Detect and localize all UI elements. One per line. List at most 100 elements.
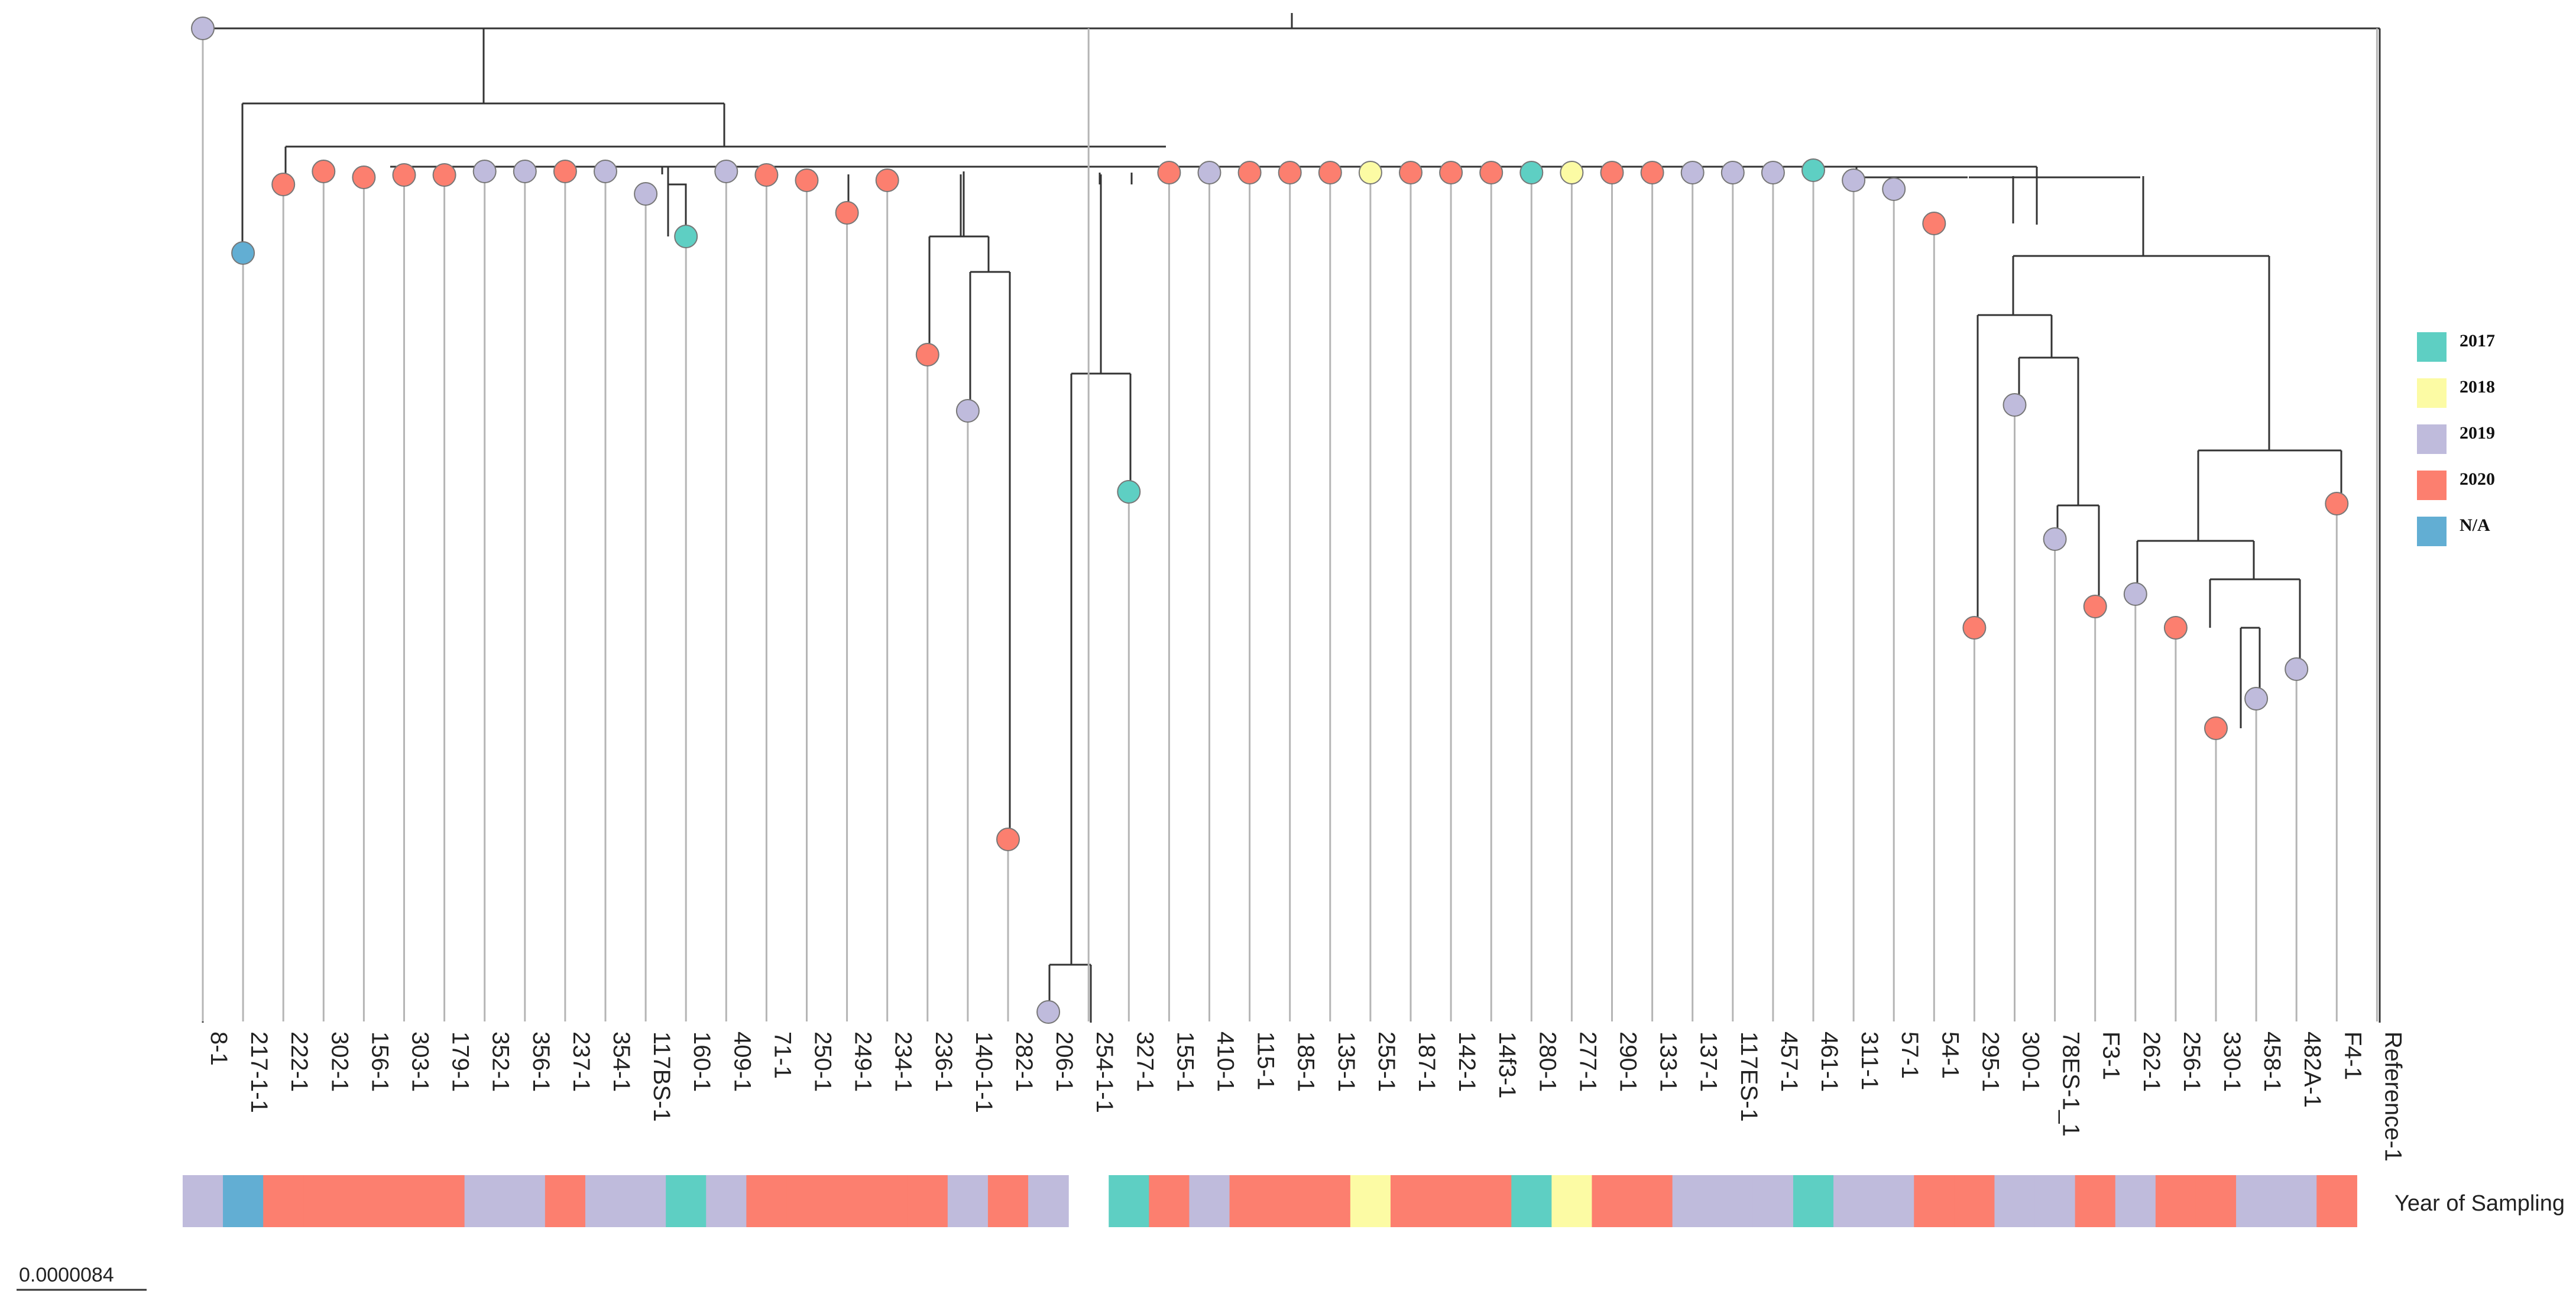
tip-label: 255-1 [1373, 1031, 1399, 1092]
tip-label: 330-1 [2219, 1031, 2245, 1092]
tip-label: 262-1 [2138, 1031, 2165, 1092]
strip-title: Year of Sampling [2394, 1191, 2565, 1216]
tip-label: F4-1 [2340, 1031, 2366, 1080]
tip-label: 185-1 [1293, 1031, 1319, 1092]
tip-label: 311-1 [1856, 1031, 1882, 1090]
scale-label: 0.0000084 [19, 1264, 114, 1286]
strip-cell [867, 1175, 908, 1227]
tip-node [594, 160, 617, 183]
strip-cell [706, 1175, 747, 1227]
tip-label: 71-1 [769, 1031, 795, 1079]
legend-label: 2020 [2460, 469, 2495, 489]
tip-label: 8-1 [206, 1031, 232, 1066]
tip-node [2043, 527, 2067, 551]
strip-cell [384, 1175, 425, 1227]
tip-node [2285, 657, 2309, 681]
tip-node [795, 168, 819, 192]
strip-cell [827, 1175, 868, 1227]
tip-label: 155-1 [1172, 1031, 1198, 1092]
tip-label: 482A-1 [2299, 1031, 2325, 1108]
strip-cell [1511, 1175, 1552, 1227]
tip-label: 290-1 [1615, 1031, 1641, 1092]
strip-cell [1994, 1175, 2036, 1227]
tip-label: 277-1 [1574, 1031, 1600, 1092]
tip-label: 254-1-1 [1091, 1031, 1117, 1113]
tip-node [1439, 161, 1463, 184]
strip-cell [2034, 1175, 2076, 1227]
tip-label: 409-1 [729, 1031, 755, 1092]
legend-swatch [2417, 517, 2447, 546]
tip-node [2244, 687, 2269, 711]
strip-cell [1028, 1175, 1069, 1227]
tip-node [754, 163, 779, 187]
tip-node [955, 399, 980, 423]
tip-node [1399, 161, 1423, 184]
tip-label: 295-1 [1977, 1031, 2003, 1092]
tip-label: 458-1 [2259, 1031, 2285, 1092]
tip-node [472, 160, 497, 183]
tip-label: 234-1 [890, 1031, 916, 1092]
tip-label: 135-1 [1333, 1031, 1359, 1092]
tip-label: 282-1 [1011, 1031, 1037, 1092]
tip-node [312, 160, 336, 183]
strip-cell [1752, 1175, 1794, 1227]
tip-node [1519, 161, 1544, 184]
legend-swatch [2417, 424, 2447, 454]
strip-cell [263, 1175, 304, 1227]
strip-cell [1229, 1175, 1271, 1227]
strip-cell [303, 1175, 344, 1227]
tip-node [1278, 161, 1302, 184]
tip-label: 222-1 [286, 1031, 312, 1092]
tip-node [1157, 161, 1181, 184]
strip-cell [1672, 1175, 1713, 1227]
tip-node [996, 828, 1020, 851]
tip-node [634, 182, 658, 206]
tip-node [2204, 716, 2228, 740]
strip-cell [746, 1175, 788, 1227]
tip-label: 133-1 [1655, 1031, 1681, 1092]
strip-cell [1712, 1175, 1754, 1227]
strip-cell [2155, 1175, 2196, 1227]
strip-cell [1914, 1175, 1955, 1227]
strip-cell [1954, 1175, 1995, 1227]
tip-node [2325, 492, 2349, 515]
tip-node [714, 160, 738, 183]
strip-cell [2276, 1175, 2317, 1227]
strip-cell [545, 1175, 586, 1227]
tip-label: 14f3-1 [1494, 1031, 1520, 1098]
tip-node [1560, 161, 1584, 184]
legend-swatch [2417, 378, 2447, 408]
strip-cell [1431, 1175, 1472, 1227]
tip-label: 300-1 [2018, 1031, 2044, 1092]
strip-cell [1109, 1175, 1149, 1227]
strip-cell [1833, 1175, 1874, 1227]
strip-cell [1592, 1175, 1633, 1227]
tip-node [191, 17, 215, 40]
tip-node [1882, 177, 1906, 201]
tip-label: 356-1 [528, 1031, 554, 1092]
strip-cell [1390, 1175, 1431, 1227]
strip-cell [2236, 1175, 2277, 1227]
strip-cell [666, 1175, 707, 1227]
tip-node [271, 173, 296, 196]
strip-cell [907, 1175, 948, 1227]
strip-cell [987, 1175, 1029, 1227]
tip-label: 156-1 [367, 1031, 393, 1092]
scale-bar: 0.0000084 [17, 1264, 147, 1291]
tip-label: 160-1 [689, 1031, 715, 1092]
tip-node [1197, 161, 1221, 184]
tip-label: 236-1 [931, 1031, 957, 1092]
tip-label: Reference-1 [2380, 1031, 2406, 1162]
tip-node [1318, 161, 1342, 184]
strip-cell [1350, 1175, 1391, 1227]
legend-label: N/A [2460, 515, 2490, 535]
tip-node [1801, 158, 1825, 182]
tip-node [2083, 595, 2107, 618]
tip-label: 237-1 [568, 1031, 594, 1092]
legend-label: 2017 [2460, 331, 2495, 351]
strip-cell [1310, 1175, 1351, 1227]
tip-node [1640, 161, 1664, 184]
strip-cell [1793, 1175, 1834, 1227]
strip-cell [585, 1175, 626, 1227]
